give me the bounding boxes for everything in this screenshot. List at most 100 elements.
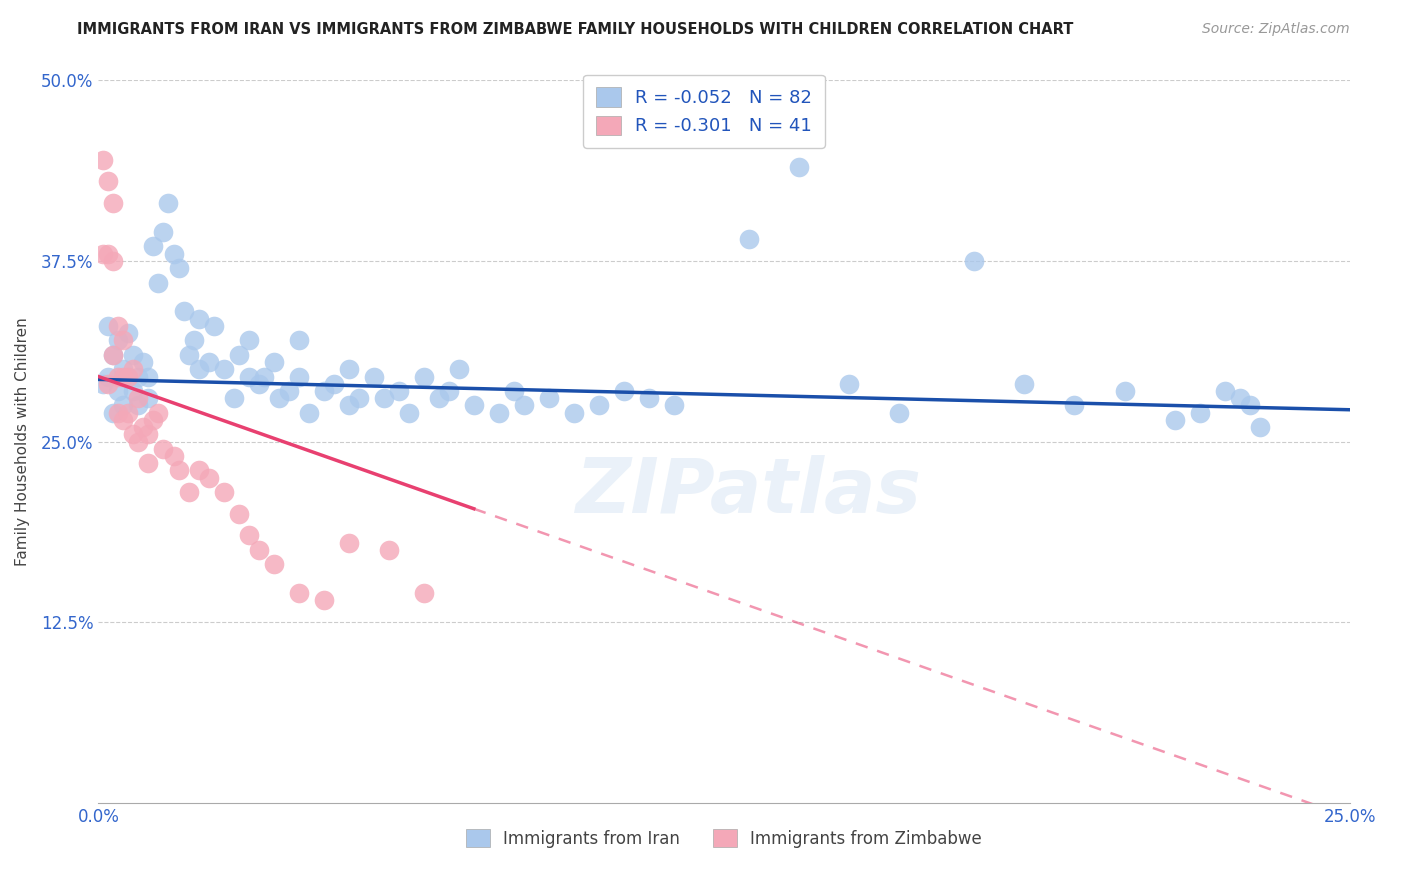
Point xyxy=(97,376,120,391)
Point xyxy=(107,369,129,384)
Point xyxy=(167,261,190,276)
Point xyxy=(177,485,200,500)
Y-axis label: Family Households with Children: Family Households with Children xyxy=(15,318,30,566)
Text: Source: ZipAtlas.com: Source: ZipAtlas.com xyxy=(1202,22,1350,37)
Point xyxy=(463,398,485,412)
Point xyxy=(238,369,260,384)
Point xyxy=(103,348,125,362)
Point xyxy=(197,355,219,369)
Point xyxy=(202,318,225,333)
Point xyxy=(183,334,205,348)
Point xyxy=(103,196,125,211)
Point xyxy=(107,384,129,398)
Point xyxy=(157,196,180,211)
Point xyxy=(132,420,155,434)
Point xyxy=(177,348,200,362)
Point xyxy=(187,463,209,477)
Point xyxy=(122,348,145,362)
Point xyxy=(238,528,260,542)
Point xyxy=(738,232,761,246)
Point xyxy=(197,470,219,484)
Point xyxy=(337,362,360,376)
Point xyxy=(93,376,115,391)
Point xyxy=(107,334,129,348)
Point xyxy=(537,391,560,405)
Point xyxy=(112,369,135,384)
Point xyxy=(93,153,115,167)
Point xyxy=(97,318,120,333)
Point xyxy=(112,334,135,348)
Text: IMMIGRANTS FROM IRAN VS IMMIGRANTS FROM ZIMBABWE FAMILY HOUSEHOLDS WITH CHILDREN: IMMIGRANTS FROM IRAN VS IMMIGRANTS FROM … xyxy=(77,22,1074,37)
Point xyxy=(222,391,245,405)
Point xyxy=(138,391,160,405)
Point xyxy=(117,406,139,420)
Point xyxy=(97,174,120,188)
Point xyxy=(93,246,115,260)
Point xyxy=(398,406,420,420)
Point xyxy=(138,456,160,470)
Point xyxy=(312,384,335,398)
Point xyxy=(132,355,155,369)
Point xyxy=(122,384,145,398)
Legend: Immigrants from Iran, Immigrants from Zimbabwe: Immigrants from Iran, Immigrants from Zi… xyxy=(458,821,990,856)
Point xyxy=(889,406,911,420)
Point xyxy=(247,376,270,391)
Point xyxy=(267,391,290,405)
Point xyxy=(263,558,285,572)
Point xyxy=(148,276,170,290)
Point xyxy=(167,463,190,477)
Point xyxy=(103,348,125,362)
Point xyxy=(148,406,170,420)
Point xyxy=(277,384,299,398)
Point xyxy=(377,542,399,557)
Point xyxy=(212,485,235,500)
Point xyxy=(1014,376,1036,391)
Point xyxy=(363,369,385,384)
Point xyxy=(373,391,395,405)
Point xyxy=(238,334,260,348)
Point xyxy=(187,311,209,326)
Point xyxy=(502,384,524,398)
Point xyxy=(298,406,321,420)
Point xyxy=(117,369,139,384)
Point xyxy=(112,398,135,412)
Point xyxy=(173,304,195,318)
Point xyxy=(142,239,165,253)
Point xyxy=(138,369,160,384)
Point xyxy=(963,253,986,268)
Point xyxy=(122,427,145,442)
Point xyxy=(337,398,360,412)
Point xyxy=(838,376,860,391)
Point xyxy=(97,246,120,260)
Point xyxy=(187,362,209,376)
Point xyxy=(127,391,149,405)
Point xyxy=(127,434,149,449)
Point xyxy=(287,369,309,384)
Point xyxy=(228,348,250,362)
Point xyxy=(1063,398,1085,412)
Point xyxy=(513,398,536,412)
Point xyxy=(142,413,165,427)
Point xyxy=(427,391,450,405)
Point xyxy=(127,398,149,412)
Point xyxy=(447,362,470,376)
Point xyxy=(562,406,585,420)
Point xyxy=(252,369,274,384)
Point xyxy=(1229,391,1251,405)
Point xyxy=(322,376,344,391)
Point xyxy=(287,334,309,348)
Point xyxy=(588,398,610,412)
Point xyxy=(347,391,370,405)
Point xyxy=(662,398,685,412)
Point xyxy=(112,413,135,427)
Point xyxy=(103,406,125,420)
Point xyxy=(103,253,125,268)
Point xyxy=(97,369,120,384)
Point xyxy=(1114,384,1136,398)
Point xyxy=(337,535,360,549)
Point xyxy=(107,318,129,333)
Point xyxy=(228,507,250,521)
Text: ZIPatlas: ZIPatlas xyxy=(576,455,922,529)
Point xyxy=(312,593,335,607)
Point xyxy=(437,384,460,398)
